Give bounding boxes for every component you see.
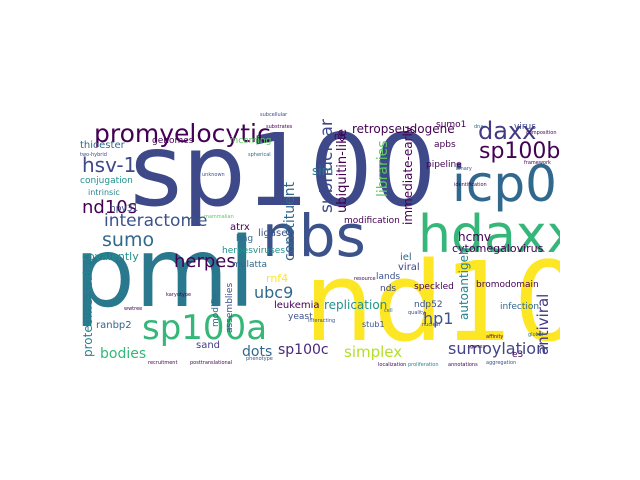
word-leukemia: leukemia: [274, 300, 320, 311]
word-phenotype: phenotype: [246, 356, 273, 362]
word-covalently: covalently: [82, 250, 139, 263]
word-global: global: [528, 332, 544, 338]
word-nds: nds: [380, 284, 397, 294]
word-modification: modification: [344, 216, 400, 226]
word-retropseudogene: retropseudogene: [352, 122, 455, 136]
word-herpesviruses: herpesviruses: [222, 246, 286, 256]
word-e3: e3: [512, 350, 524, 360]
word-daxx: daxx: [478, 117, 537, 145]
word-hpv31: hpv31: [110, 204, 139, 214]
word-localization: localization: [378, 362, 407, 368]
word-hp1: hp1: [423, 309, 454, 328]
word-nd10s: nd10s: [82, 197, 138, 218]
word-modifier: modifier: [211, 289, 221, 327]
word-ranbp2: ranbp2: [96, 320, 132, 331]
word-quality: quality: [408, 310, 426, 316]
word-nb: nb: [334, 132, 346, 142]
word-intrinsic: intrinsic: [88, 188, 120, 197]
word-sp100c: sp100c: [278, 342, 329, 358]
word-wwtree: wwtree: [124, 306, 143, 312]
word-simplex: simplex: [344, 343, 403, 361]
word-libraries: libraries: [375, 140, 391, 197]
word-assemblies: assemblies: [225, 282, 235, 333]
word-hsv1: hsv-1: [82, 153, 137, 177]
word-lands: lands: [376, 272, 401, 282]
word-sp100: sp100: [130, 112, 437, 229]
word-iel: iel: [400, 252, 412, 263]
word-dna: dna: [474, 124, 484, 130]
word-mulatta: mulatta: [232, 260, 268, 270]
word-atrx: atrx: [230, 222, 250, 233]
word-yeast: yeast: [288, 312, 313, 322]
word-incoming: incoming: [230, 136, 272, 146]
word-nd10: nd10: [304, 238, 560, 366]
word-resource: resource: [354, 276, 376, 282]
word-pml: pml: [80, 217, 256, 329]
word-conjugation: conjugation: [80, 176, 133, 186]
word-recruitment: recruitment: [148, 360, 178, 366]
word-dots: dots: [242, 344, 273, 360]
word-nbs: nbs: [262, 202, 366, 270]
word-virus: virus: [514, 122, 536, 132]
word-aggregation: aggregation: [486, 360, 517, 366]
word-sumo: sumo: [102, 229, 155, 251]
word-cell: cell: [384, 308, 393, 314]
word-hng: hng: [236, 234, 254, 244]
word-mammalian: mammalian: [204, 214, 234, 220]
word-spherical: spherical: [248, 152, 271, 158]
word-subcellular: subcellular: [260, 112, 288, 118]
word-substrates: substrates: [266, 124, 293, 130]
word-viral: viral: [398, 262, 420, 273]
word-bodies: bodies: [100, 346, 147, 362]
word-proliferation: proliferation: [408, 362, 439, 368]
word-ligase: ligase: [258, 228, 288, 239]
word-thioester: thioester: [80, 140, 125, 151]
word-herpes: herpes: [174, 251, 236, 272]
word-nuclear: nuclear: [422, 322, 441, 328]
word-composition: composition: [526, 130, 557, 136]
word-affinity: affinity: [486, 334, 504, 340]
word-ndp52: ndp52: [414, 300, 443, 310]
word-sumo1: sumo1: [436, 120, 467, 130]
word-interactome: interactome: [104, 211, 208, 231]
word-constituent: constituent: [282, 181, 298, 261]
word-immediate-early: immediate-early: [401, 126, 415, 225]
word-annotations: annotations: [448, 362, 478, 368]
word-unknown: unknown: [202, 172, 225, 178]
word-identification: identification: [454, 182, 487, 188]
word-hcmv: hcmv: [458, 230, 491, 244]
word-sand: sand: [196, 340, 221, 351]
word-genomes: genomes: [152, 136, 194, 146]
word-icp0: icp0: [452, 155, 557, 213]
word-binary: binary: [456, 166, 472, 172]
word-cloud: sp100 pml nd10 nbs hdaxx icp0 sp100a pro…: [80, 105, 560, 375]
word-infection: infection: [500, 302, 540, 312]
word-posttranslational: posttranslational: [190, 360, 233, 366]
word-karyotype: karyotype: [166, 292, 192, 298]
word-proteome-scale: proteome-scale: [81, 263, 95, 357]
word-interacting: interacting: [308, 318, 336, 324]
word-ubc9: ubc9: [254, 283, 294, 302]
word-cytomegalovirus: cytomegalovirus: [452, 242, 544, 255]
word-hdaxx: hdaxx: [418, 205, 560, 265]
word-framework: framework: [524, 160, 551, 166]
word-autoantigen: autoantigen: [457, 247, 471, 320]
word-sim: sim: [312, 164, 334, 178]
word-bromodomain: bromodomain: [476, 280, 539, 290]
word-speckled: speckled: [414, 282, 454, 292]
word-genes: genes: [470, 344, 486, 350]
word-replication: replication: [324, 298, 388, 312]
word-sumoylation: sumoylation: [448, 339, 547, 358]
word-stub1: stub1: [362, 320, 385, 329]
word-apbs: apbs: [434, 140, 456, 150]
word-promyelocytic: promyelocytic: [94, 119, 271, 148]
word-rnf4: rnf4: [266, 272, 289, 285]
word-sp100b: sp100b: [479, 139, 560, 164]
word-sp100a: sp100a: [142, 308, 268, 348]
word-pipeline: pipeline: [426, 160, 462, 170]
word-two-hybrid: two-hybrid: [80, 152, 107, 158]
